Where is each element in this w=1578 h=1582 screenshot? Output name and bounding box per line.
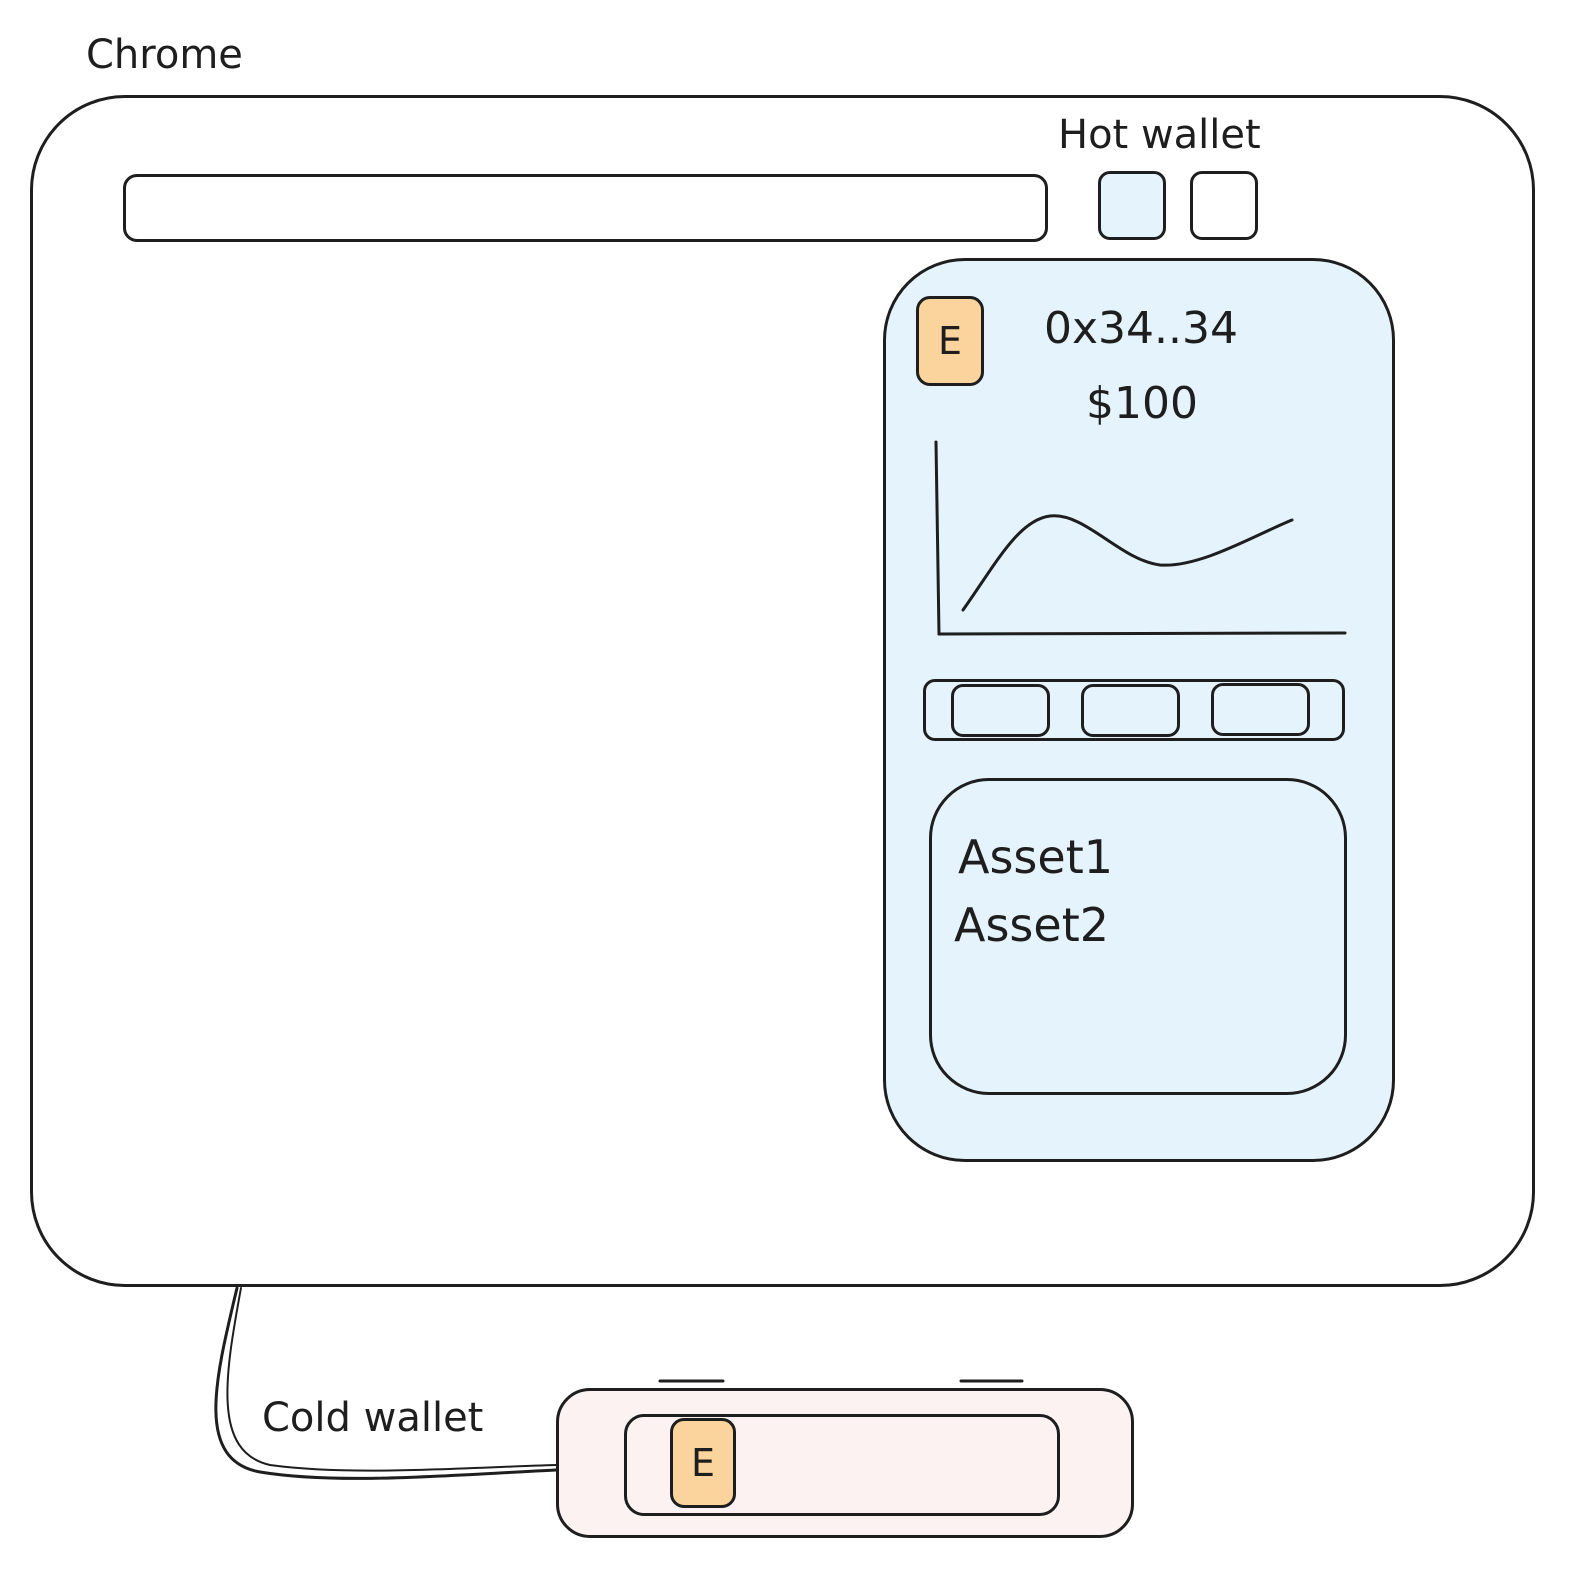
asset-list [929,778,1347,1095]
cold-wallet-token-letter: E [690,1441,715,1485]
chart-x-axis [937,631,1347,636]
usb-cable-inner [226,1287,557,1472]
address-bar[interactable] [123,174,1048,242]
token-icon-letter: E [937,319,962,363]
cold-wallet-label: Cold wallet [262,1395,484,1441]
chart-line [961,514,1294,612]
action-button-3[interactable] [1211,683,1310,736]
browser-window [30,95,1535,1287]
hot-wallet-extension-button[interactable] [1098,171,1166,240]
cold-wallet-token-icon: E [670,1418,736,1508]
asset-item-2[interactable]: Asset2 [954,898,1110,952]
action-button-2[interactable] [1081,684,1180,737]
asset-item-1[interactable]: Asset1 [958,830,1114,884]
extension-button[interactable] [1190,171,1258,240]
wallet-address: 0x34..34 [1044,303,1238,354]
action-button-1[interactable] [951,684,1050,737]
wallet-balance: $100 [1086,378,1198,429]
chart-y-axis [934,440,941,636]
hot-wallet-label: Hot wallet [1058,112,1261,158]
chrome-label: Chrome [86,32,243,78]
usb-cable [214,1286,558,1480]
token-icon: E [916,296,984,386]
